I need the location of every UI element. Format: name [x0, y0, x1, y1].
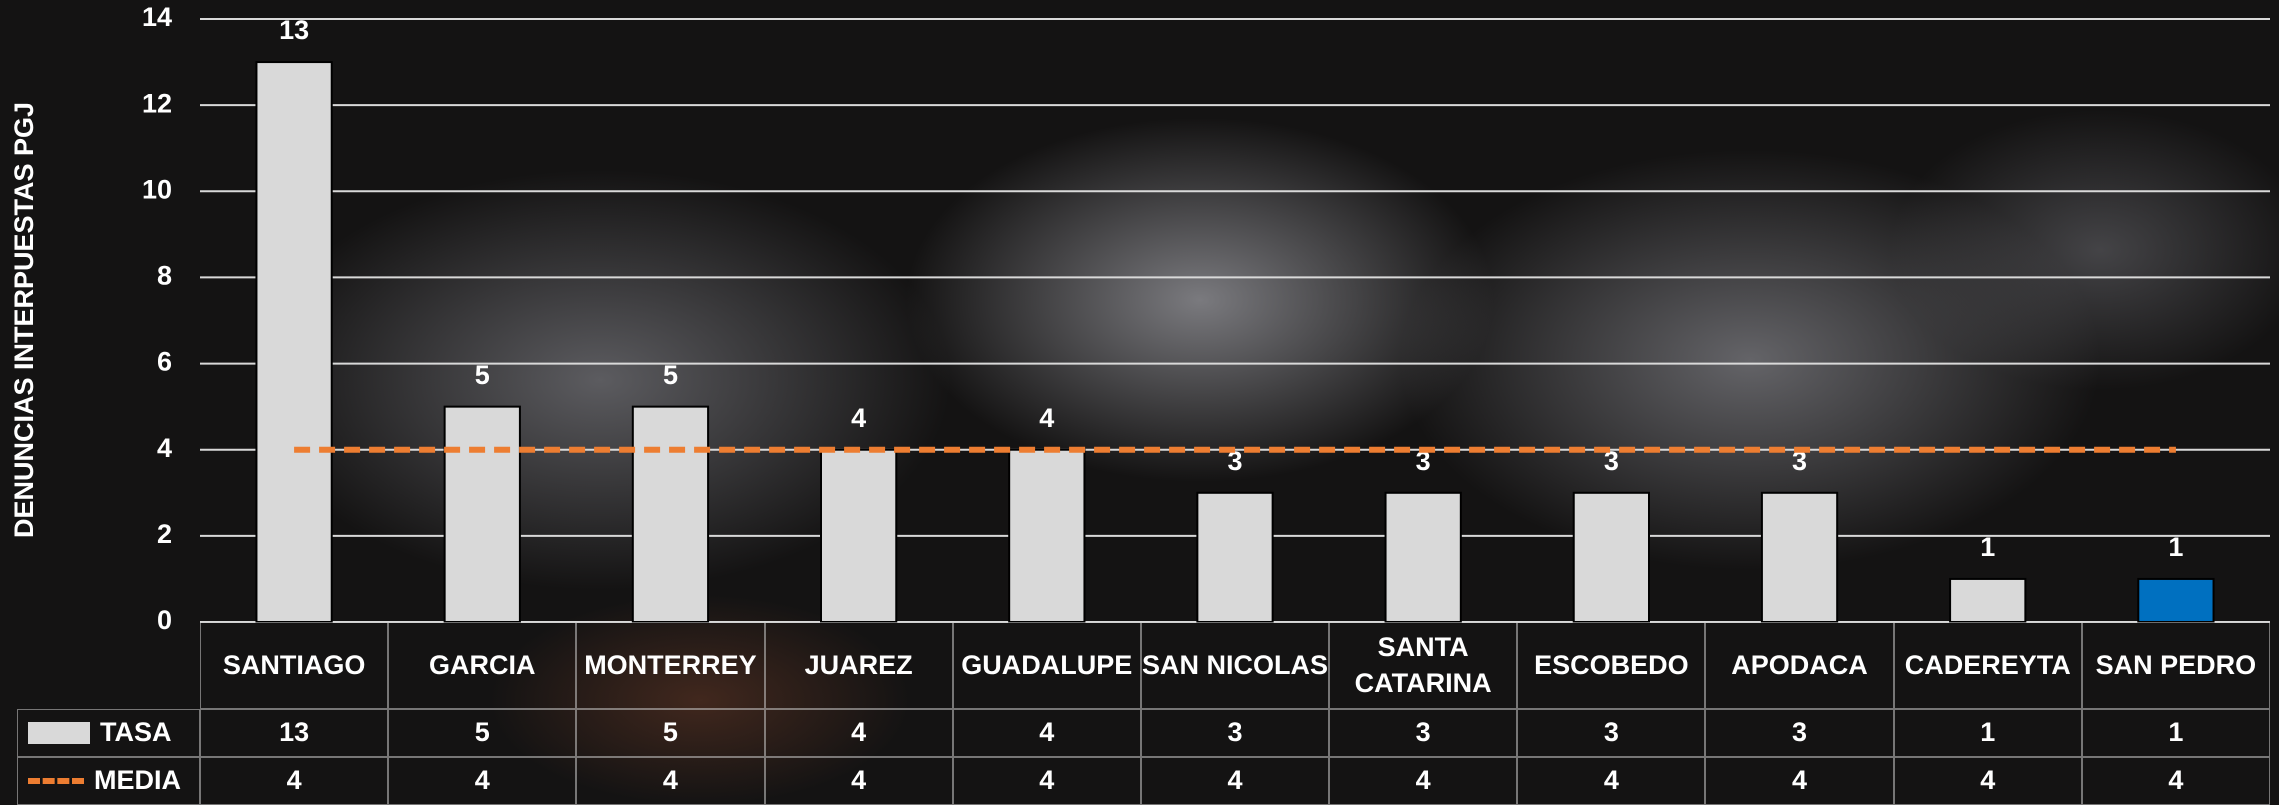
table-value: 4 [200, 757, 388, 805]
bar [1386, 493, 1461, 622]
legend-entry: TASA [17, 709, 200, 757]
bar [821, 450, 896, 622]
bar [633, 407, 708, 622]
y-tick-label: 12 [142, 88, 172, 118]
table-value: 5 [388, 709, 576, 757]
y-tick-label: 14 [142, 2, 172, 32]
y-tick-label: 0 [157, 605, 172, 635]
bar [2138, 579, 2213, 622]
x-tick-label: SAN PEDRO [2082, 622, 2270, 709]
bar [256, 62, 331, 622]
table-value: 1 [2082, 709, 2270, 757]
chart: DENUNCIAS INTERPUESTAS PGJ 0246810121413… [0, 0, 2279, 805]
x-tick-label: APODACA [1705, 622, 1893, 709]
bar [1574, 493, 1649, 622]
table-value: 4 [1517, 757, 1705, 805]
table-value: 4 [1141, 757, 1329, 805]
table-value: 3 [1141, 709, 1329, 757]
y-tick-label: 8 [157, 261, 172, 291]
table-value: 3 [1705, 709, 1893, 757]
legend-entry: MEDIA [17, 757, 200, 805]
table-value: 4 [953, 709, 1141, 757]
bar [1950, 579, 2025, 622]
data-label: 4 [851, 403, 866, 433]
y-tick-label: 6 [157, 347, 172, 377]
legend-swatch [28, 722, 90, 744]
data-label: 4 [1039, 403, 1054, 433]
data-label: 5 [663, 360, 678, 390]
y-axis-label: DENUNCIAS INTERPUESTAS PGJ [9, 102, 39, 538]
bar [1009, 450, 1084, 622]
x-tick-label: SAN NICOLAS [1141, 622, 1329, 709]
table-value: 3 [1329, 709, 1517, 757]
x-tick-label: MONTERREY [576, 622, 764, 709]
y-tick-label: 10 [142, 174, 172, 204]
x-tick-label: ESCOBEDO [1517, 622, 1705, 709]
table-value: 4 [765, 757, 953, 805]
table-value: 4 [953, 757, 1141, 805]
table-value: 1 [1894, 709, 2082, 757]
bar [1762, 493, 1837, 622]
table-value: 4 [765, 709, 953, 757]
table-value: 4 [1329, 757, 1517, 805]
bar [445, 407, 520, 622]
bar [1197, 493, 1272, 622]
x-tick-label: CADEREYTA [1894, 622, 2082, 709]
data-label: 1 [2168, 532, 2183, 562]
legend-label: TASA [100, 715, 172, 750]
legend-label: MEDIA [94, 763, 181, 798]
y-tick-label: 2 [157, 519, 172, 549]
table-value: 4 [1705, 757, 1893, 805]
x-tick-label: JUAREZ [765, 622, 953, 709]
x-tick-label: SANTIAGO [200, 622, 388, 709]
data-label: 5 [475, 360, 490, 390]
table-value: 4 [2082, 757, 2270, 805]
x-tick-label: GUADALUPE [953, 622, 1141, 709]
data-label: 13 [279, 15, 309, 45]
x-tick-label: GARCIA [388, 622, 576, 709]
table-value: 4 [1894, 757, 2082, 805]
table-value: 13 [200, 709, 388, 757]
data-label: 1 [1980, 532, 1995, 562]
legend-swatch [28, 778, 84, 784]
table-value: 3 [1517, 709, 1705, 757]
table-value: 4 [388, 757, 576, 805]
x-tick-label: SANTA CATARINA [1329, 622, 1517, 709]
table-value: 5 [576, 709, 764, 757]
table-value: 4 [576, 757, 764, 805]
y-tick-label: 4 [157, 433, 172, 463]
